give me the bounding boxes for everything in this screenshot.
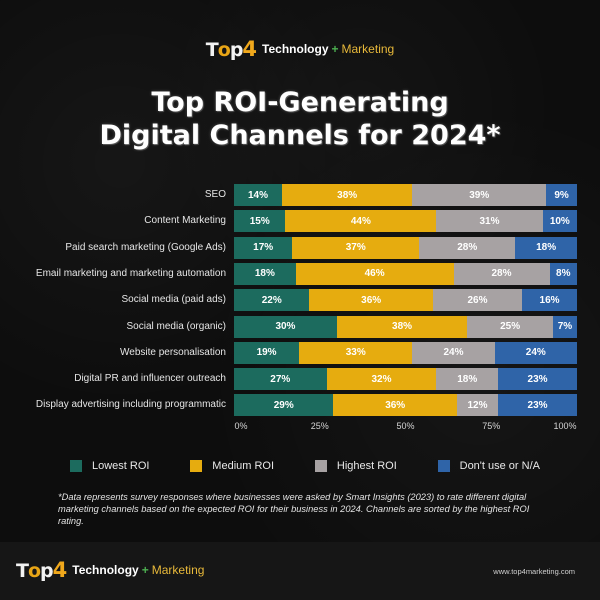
tagline-technology: Technology <box>262 42 329 56</box>
legend-item: Lowest ROI <box>70 460 149 472</box>
bar-segment-na: 7% <box>552 315 577 338</box>
tagline-plus: + <box>331 42 339 56</box>
brand-tagline: Technology + Marketing <box>262 42 394 56</box>
bar-row: 18% 46% 28% 8% <box>234 262 577 285</box>
category-label: SEO <box>204 189 226 200</box>
legend-item: Medium ROI <box>190 460 274 472</box>
category-label: Paid search marketing (Google Ads) <box>65 241 226 253</box>
bar-segment-na: 8% <box>549 262 577 285</box>
legend-label: Lowest ROI <box>92 460 150 472</box>
legend-label: Medium ROI <box>212 460 275 472</box>
footnote: *Data represents survey responses where … <box>58 492 530 526</box>
category-label: Content Marketing <box>144 215 226 227</box>
bar-segment-na: 23% <box>498 394 577 417</box>
bar-segment-medium: 32% <box>326 368 437 391</box>
website-link[interactable]: www.top4marketing.com <box>493 567 575 576</box>
title-line-1: Top ROI-Generating <box>151 87 449 118</box>
footer-brand-tagline: Technology + Marketing <box>72 563 204 577</box>
bar-segment-medium: 36% <box>309 289 433 312</box>
bar-segment-highest: 26% <box>432 289 523 312</box>
tagline-plus: + <box>141 563 149 577</box>
category-label: Website personalisation <box>120 346 226 358</box>
bar-row: 29% 36% 12% 23% <box>234 394 577 417</box>
title-line-2: Digital Channels for 2024* <box>99 120 501 151</box>
bar-segment-medium: 33% <box>299 341 413 364</box>
chart-legend: Lowest ROI Medium ROI Highest ROI Don't use… <box>70 460 540 472</box>
category-label: Social media (organic) <box>126 320 227 332</box>
bar-segment-lowest: 19% <box>234 341 300 364</box>
bar-segment-highest: 28% <box>419 236 516 259</box>
legend-label: Don't use or N/A <box>459 460 540 472</box>
bar-row: 15% 44% 31% 10% <box>234 210 577 233</box>
tagline-marketing: Marketing <box>151 563 205 577</box>
x-tick-label: 0% <box>234 421 248 431</box>
category-label: Display advertising including programmat… <box>35 399 226 411</box>
bar-segment-highest: 24% <box>412 341 495 364</box>
bar-segment-lowest: 17% <box>234 236 293 259</box>
bar-segment-medium: 38% <box>336 315 468 338</box>
bar-segment-na: 18% <box>515 236 577 259</box>
bar-segment-medium: 38% <box>282 184 413 206</box>
legend-swatch <box>70 460 82 472</box>
bar-row: 22% 36% 26% 16% <box>234 289 577 312</box>
bar-row: 30% 38% 25% 7% <box>234 315 577 338</box>
bar-segment-lowest: 27% <box>234 368 327 391</box>
bar-segment-lowest: 15% <box>234 210 286 233</box>
bar-segment-highest: 39% <box>412 184 547 206</box>
bar-segment-medium: 46% <box>295 262 454 285</box>
category-label: Email marketing and marketing automation <box>35 267 226 279</box>
legend-label: Highest ROI <box>336 460 397 472</box>
legend-swatch <box>314 460 327 472</box>
bar-row: 14% 38% 39% 9% <box>234 184 577 206</box>
bar-segment-highest: 18% <box>436 368 499 391</box>
bar-segment-na: 10% <box>542 210 577 233</box>
bar-segment-lowest: 29% <box>234 394 334 417</box>
bar-segment-na: 24% <box>494 341 577 364</box>
bar-row: 19% 33% 24% 24% <box>234 341 577 364</box>
tagline-technology: Technology <box>72 563 139 577</box>
bar-segment-medium: 44% <box>285 210 437 233</box>
legend-item: Don't use or N/A <box>437 460 540 472</box>
bar-segment-lowest: 22% <box>234 289 310 312</box>
legend-swatch <box>190 460 203 472</box>
bar-segment-na: 16% <box>522 289 577 312</box>
bar-segment-na: 9% <box>546 184 577 206</box>
bar-segment-highest: 31% <box>436 210 543 233</box>
bar-segment-highest: 12% <box>456 394 499 417</box>
legend-item: Highest ROI <box>314 460 397 472</box>
legend-swatch <box>437 460 450 472</box>
chart-title: Top ROI-Generating Digital Channels for … <box>0 86 600 152</box>
x-tick-label: 75% <box>482 421 501 431</box>
bar-segment-medium: 37% <box>292 236 420 259</box>
category-label: Social media (paid ads) <box>121 294 227 306</box>
tagline-marketing: Marketing <box>341 42 395 56</box>
bar-segment-highest: 25% <box>467 315 553 338</box>
bar-segment-highest: 28% <box>453 262 550 285</box>
x-tick-label: 50% <box>396 421 415 431</box>
category-label: Digital PR and influencer outreach <box>74 373 226 385</box>
bar-segment-lowest: 30% <box>234 315 337 338</box>
bar-segment-medium: 36% <box>333 394 457 417</box>
bar-segment-lowest: 18% <box>234 262 296 285</box>
bar-row: 27% 32% 18% 23% <box>234 368 577 391</box>
bar-segment-na: 23% <box>498 368 577 391</box>
x-tick-label: 100% <box>553 421 577 431</box>
bar-row: 17% 37% 28% 18% <box>234 236 577 259</box>
bar-segment-lowest: 14% <box>234 184 283 206</box>
x-tick-label: 25% <box>310 421 329 431</box>
